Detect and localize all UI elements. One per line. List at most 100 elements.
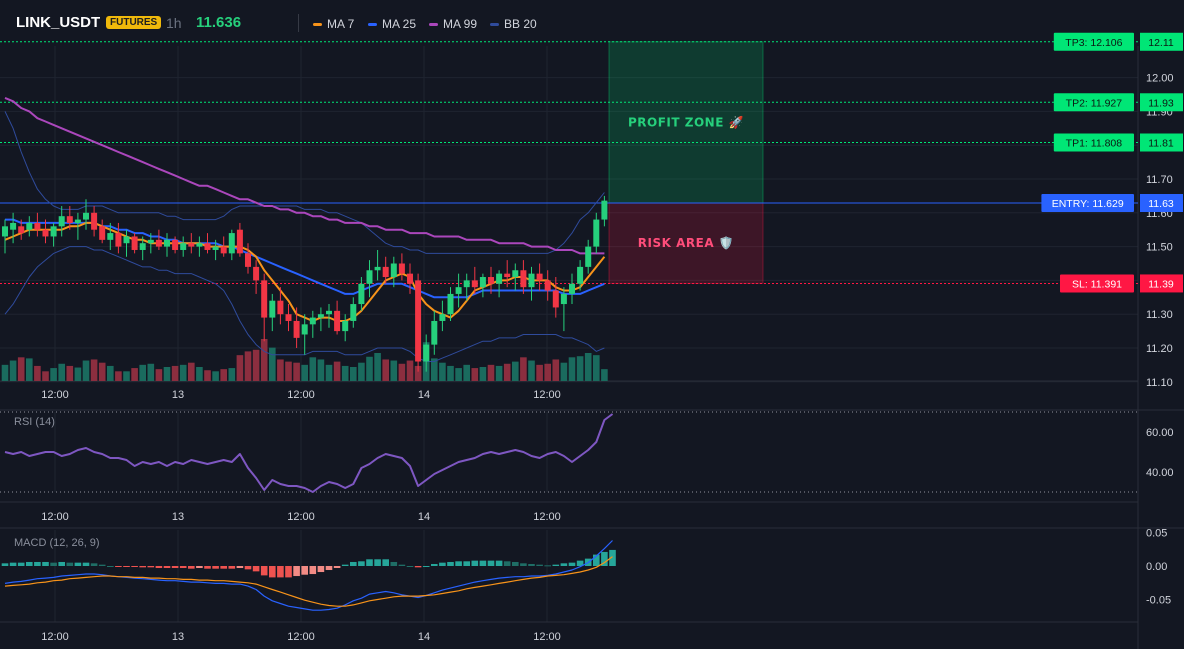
chart-header: LINK_USDT FUTURES 1h 11.636 MA 7 MA 25 M… bbox=[0, 0, 1184, 46]
symbol-title[interactable]: LINK_USDT bbox=[16, 14, 101, 31]
level-axis-label: 11.81 bbox=[1148, 137, 1174, 149]
volume-bar bbox=[293, 362, 300, 381]
candle bbox=[350, 304, 357, 321]
level-tag-label: TP1: 11.808 bbox=[1066, 137, 1123, 149]
legend-ma25[interactable]: MA 25 bbox=[368, 17, 416, 31]
macd-histogram-bar bbox=[431, 563, 438, 566]
level-tag bbox=[1041, 194, 1134, 212]
volume-bar bbox=[309, 357, 317, 381]
macd-histogram-bar bbox=[487, 560, 495, 566]
candle bbox=[431, 320, 438, 345]
candle bbox=[447, 293, 454, 315]
volume-bar bbox=[66, 365, 74, 381]
candle bbox=[10, 222, 17, 230]
macd-histogram-bar bbox=[277, 566, 284, 578]
candle bbox=[123, 236, 130, 244]
volume-bar bbox=[1, 364, 9, 381]
macd-histogram-bar bbox=[236, 566, 244, 569]
time-tick-label: 14 bbox=[418, 631, 430, 643]
candle bbox=[261, 280, 268, 318]
volume-bar bbox=[350, 367, 357, 381]
candle bbox=[99, 226, 106, 240]
time-tick-label: 12:00 bbox=[287, 389, 315, 401]
volume-bar bbox=[82, 360, 90, 381]
candle bbox=[83, 212, 89, 220]
legend-bb20[interactable]: BB 20 bbox=[490, 17, 537, 31]
volume-bar bbox=[317, 359, 325, 381]
price-tick-label: 11.20 bbox=[1146, 343, 1173, 355]
candle bbox=[398, 263, 405, 274]
candle bbox=[544, 280, 551, 291]
macd-histogram-bar bbox=[471, 560, 479, 566]
candle bbox=[455, 287, 462, 294]
candle bbox=[528, 273, 535, 288]
macd-histogram-bar bbox=[593, 554, 600, 566]
candle bbox=[42, 229, 49, 237]
candle bbox=[512, 270, 519, 278]
volume-bar bbox=[42, 371, 49, 381]
level-axis-tag bbox=[1140, 93, 1183, 112]
volume-bar bbox=[252, 349, 260, 381]
macd-histogram-bar bbox=[171, 566, 179, 569]
macd-histogram-bar bbox=[406, 566, 414, 567]
candle bbox=[504, 273, 511, 278]
volume-bar bbox=[123, 371, 130, 381]
volume-bar bbox=[236, 355, 244, 381]
legend-label: MA 7 bbox=[327, 17, 355, 31]
macd-histogram-bar bbox=[309, 566, 317, 575]
candle bbox=[245, 253, 251, 267]
macd-histogram-bar bbox=[131, 566, 138, 567]
candle bbox=[58, 216, 65, 227]
volume-bar bbox=[260, 339, 268, 381]
candle bbox=[342, 320, 349, 332]
macd-line bbox=[4, 540, 613, 611]
macd-tick-label: -0.05 bbox=[1146, 595, 1171, 607]
volume-bar bbox=[277, 359, 284, 381]
macd-histogram-bar bbox=[115, 566, 122, 567]
time-tick-label: 13 bbox=[172, 631, 184, 643]
candle bbox=[334, 310, 341, 332]
macd-histogram-bar bbox=[228, 566, 236, 569]
macd-histogram-bar bbox=[244, 566, 252, 570]
candle bbox=[74, 219, 81, 223]
volume-bar bbox=[9, 360, 17, 381]
candle bbox=[390, 263, 397, 278]
volume-bar bbox=[544, 363, 551, 381]
volume-bar bbox=[495, 365, 503, 381]
legend-swatch-ma99 bbox=[429, 23, 438, 27]
level-tag-label: ENTRY: 11.629 bbox=[1052, 198, 1124, 210]
volume-bar bbox=[171, 365, 179, 381]
volume-bar bbox=[155, 369, 163, 381]
candle bbox=[18, 226, 25, 234]
volume-bar bbox=[455, 368, 462, 381]
macd-histogram-bar bbox=[512, 561, 519, 566]
candle bbox=[196, 243, 203, 247]
volume-bar bbox=[98, 362, 106, 381]
candle bbox=[212, 246, 219, 250]
macd-histogram-bar bbox=[536, 564, 543, 566]
legend-ma99[interactable]: MA 99 bbox=[429, 17, 477, 31]
volume-bar bbox=[552, 359, 560, 381]
legend-ma7[interactable]: MA 7 bbox=[313, 17, 354, 31]
macd-histogram-bar bbox=[390, 561, 398, 566]
candle bbox=[358, 283, 365, 305]
price-tick-label: 12.00 bbox=[1146, 73, 1174, 85]
macd-histogram-bar bbox=[560, 563, 568, 566]
candle bbox=[536, 273, 543, 281]
rsi-line bbox=[4, 413, 614, 493]
candle bbox=[488, 277, 494, 284]
candle bbox=[66, 216, 73, 223]
level-tag bbox=[1060, 274, 1134, 293]
macd-tick-label: 0.05 bbox=[1146, 528, 1167, 540]
volume-bar bbox=[50, 368, 57, 381]
volume-bar bbox=[301, 364, 308, 381]
candle bbox=[317, 314, 324, 318]
volume-bar bbox=[163, 367, 171, 381]
volume-bar bbox=[228, 368, 236, 381]
candle bbox=[552, 290, 559, 308]
macd-histogram-bar bbox=[544, 565, 551, 567]
candle bbox=[172, 239, 179, 250]
interval-selector[interactable]: 1h bbox=[166, 15, 182, 31]
macd-histogram-bar bbox=[179, 566, 187, 569]
